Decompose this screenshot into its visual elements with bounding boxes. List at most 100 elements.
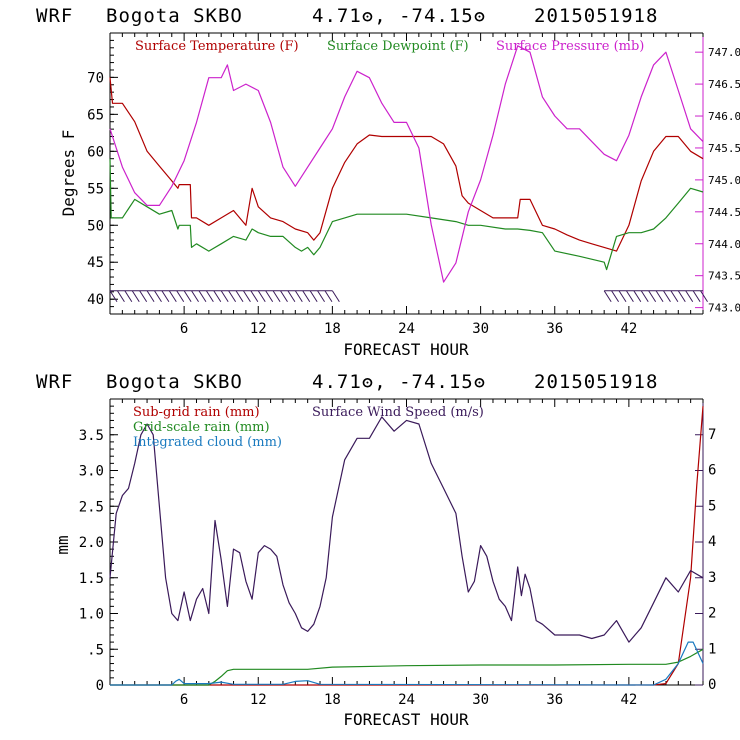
x-tick-label: 36 xyxy=(546,692,563,708)
y-tick-label: 70 xyxy=(87,70,104,86)
y-tick-label: 3.0 xyxy=(79,464,104,480)
wind-barb xyxy=(633,290,642,303)
wind-barb xyxy=(280,290,288,303)
x-axis-label: FORECAST HOUR xyxy=(343,340,469,359)
wind-barb xyxy=(324,290,333,303)
precipitation-wind-chart: WRF Bogota SKBO 4.71ʘ, -74.15ʘ 201505191… xyxy=(36,371,716,729)
right-tick-label: 747.0 xyxy=(708,46,740,59)
series-line-integrated-cloud-mm xyxy=(110,641,704,686)
chart-title-run: 2015051918 xyxy=(534,5,658,27)
wind-barb xyxy=(220,290,229,303)
legend-entry: Surface Wind Speed (m/s) xyxy=(312,405,484,420)
temperature-pressure-chart: WRF Bogota SKBO 4.71ʘ, -74.15ʘ 201505191… xyxy=(36,5,740,359)
y-tick-label: 40 xyxy=(87,292,104,308)
y-tick-label: 60 xyxy=(87,144,104,160)
y-tick-label: 65 xyxy=(87,107,104,123)
y-tick-label: 2.5 xyxy=(79,499,104,515)
right-tick-label: 5 xyxy=(708,498,716,514)
x-tick-label: 18 xyxy=(324,321,341,337)
wind-barb xyxy=(611,290,620,303)
chart-title-coords: 4.71ʘ, -74.15ʘ xyxy=(312,5,486,27)
legend-entry: Sub-grid rain (mm) xyxy=(133,405,260,420)
wind-barb xyxy=(154,290,162,303)
y-tick-label: 55 xyxy=(87,181,104,197)
x-tick-label: 30 xyxy=(472,692,489,708)
x-tick-label: 30 xyxy=(472,321,489,337)
wind-barb xyxy=(139,290,148,303)
wind-barb xyxy=(685,290,694,303)
wind-barb xyxy=(250,290,259,303)
series-line-surface-pressure-mb xyxy=(109,45,704,283)
wind-barb xyxy=(272,290,281,303)
wind-barb xyxy=(257,290,266,303)
y-axis-label: mm xyxy=(53,535,72,554)
wind-barb xyxy=(228,290,237,303)
series-line-grid-scale-rain-mm xyxy=(110,648,704,686)
right-tick-label: 0 xyxy=(708,677,716,693)
legend-entry: Surface Pressure (mb) xyxy=(496,39,644,54)
chart-title-location: Bogota SKBO xyxy=(106,371,243,393)
y-tick-label: .5 xyxy=(87,642,104,658)
wind-barb xyxy=(183,290,192,303)
wind-barb xyxy=(109,290,118,303)
y-tick-label: 0 xyxy=(96,678,104,694)
series-line-surface-wind-speed-m-s xyxy=(109,416,704,643)
right-tick-label: 745.5 xyxy=(708,142,740,155)
wind-barb xyxy=(603,290,612,303)
legend-entry: Integrated cloud (mm) xyxy=(133,435,282,450)
right-tick-label: 743.0 xyxy=(708,302,740,315)
right-tick-label: 743.5 xyxy=(708,270,740,283)
wind-barb xyxy=(331,290,340,303)
series-line-surface-dewpoint-f xyxy=(109,158,704,271)
y-tick-label: 50 xyxy=(87,218,104,234)
wind-barb xyxy=(131,290,140,303)
wind-barb xyxy=(692,290,701,303)
x-tick-label: 6 xyxy=(180,321,188,337)
wind-barb xyxy=(670,290,679,303)
wind-barb xyxy=(243,290,251,303)
wind-barb xyxy=(287,290,296,303)
wind-barb xyxy=(309,290,318,303)
wind-barb xyxy=(176,290,185,303)
chart-title-model: WRF xyxy=(36,371,73,393)
x-tick-label: 18 xyxy=(324,692,341,708)
series-line-surface-temperature-f xyxy=(109,77,704,252)
wind-barb xyxy=(648,290,657,303)
right-tick-label: 744.0 xyxy=(708,238,740,251)
x-tick-label: 6 xyxy=(180,692,188,708)
wind-barb xyxy=(205,290,214,303)
x-tick-label: 42 xyxy=(620,321,637,337)
y-tick-label: 45 xyxy=(87,255,104,271)
wind-barb xyxy=(116,290,125,303)
right-tick-label: 1 xyxy=(708,641,716,657)
wind-barb xyxy=(124,290,133,303)
chart-title-run: 2015051918 xyxy=(534,371,658,393)
wind-barb xyxy=(655,290,664,303)
wind-barb xyxy=(618,290,627,303)
x-axis-label: FORECAST HOUR xyxy=(343,710,469,729)
wind-barb xyxy=(663,290,671,303)
wind-barb xyxy=(198,290,207,303)
wind-barb xyxy=(168,290,177,303)
wind-barb xyxy=(677,290,686,303)
wind-barb xyxy=(146,290,155,303)
chart-title-model: WRF xyxy=(36,5,73,27)
y-tick-label: 2.0 xyxy=(79,535,104,551)
right-tick-label: 7 xyxy=(708,427,716,443)
chart-title-coords: 4.71ʘ, -74.15ʘ xyxy=(312,371,486,393)
wind-barb xyxy=(700,290,708,303)
legend-entry: Surface Dewpoint (F) xyxy=(327,39,469,54)
x-tick-label: 42 xyxy=(620,692,637,708)
wind-barb xyxy=(625,290,634,303)
x-tick-label: 12 xyxy=(250,321,267,337)
wind-barb xyxy=(213,290,222,303)
legend-entry: Surface Temperature (F) xyxy=(135,39,299,54)
wind-barb xyxy=(317,290,325,303)
x-tick-label: 24 xyxy=(398,321,415,337)
wind-barb xyxy=(235,290,244,303)
right-tick-label: 746.0 xyxy=(708,110,740,123)
right-tick-label: 744.5 xyxy=(708,206,740,219)
wind-barb xyxy=(640,290,649,303)
right-tick-label: 745.0 xyxy=(708,174,740,187)
wind-barb xyxy=(294,290,303,303)
